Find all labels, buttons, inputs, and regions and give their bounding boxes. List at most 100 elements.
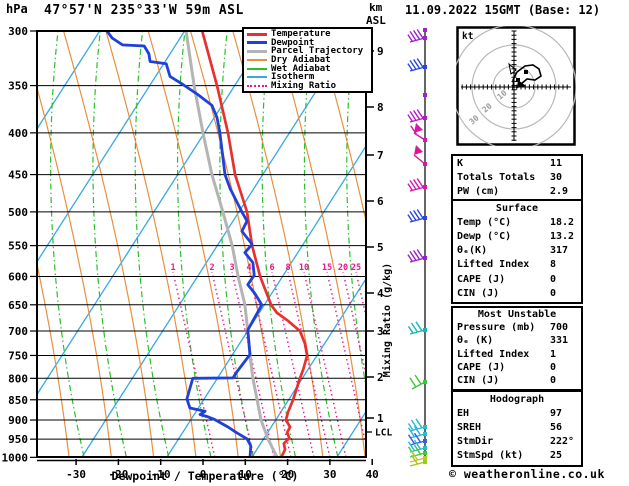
altitude-unit-label: km xyxy=(369,1,383,14)
temp-tick-label: 40 xyxy=(366,468,379,481)
km-tick-label: 7 xyxy=(377,149,384,162)
stat-value: 331 xyxy=(550,335,569,347)
legend-item: Dewpoint xyxy=(247,37,371,48)
pressure-tick-label: 900 xyxy=(8,414,28,427)
legend-item-label: Dry Adiabat xyxy=(271,55,331,66)
legend-item-label: Wet Adiabat xyxy=(271,63,331,74)
credit-link[interactable]: © weatheronline.co.uk xyxy=(449,467,605,481)
stat-label: θₑ(K) xyxy=(457,245,488,257)
wind-barb xyxy=(423,93,427,97)
pressure-tick-label: 1000 xyxy=(2,451,29,464)
stat-value: 30 xyxy=(550,171,563,183)
stat-row: CIN (J) 0 xyxy=(453,374,581,387)
dry-adiabat-line xyxy=(63,31,155,457)
temp-tick-label: -20 xyxy=(108,468,128,481)
stats-table: Most Unstable Pressure (mb) 700 θₑ (K) 331 Li… xyxy=(451,306,583,391)
dry-adiabat-line xyxy=(147,31,239,457)
wind-barb xyxy=(407,58,427,72)
mixing-ratio-line xyxy=(287,271,331,457)
km-tick-label: 5 xyxy=(377,241,384,254)
mixing-ratio-value: 1 xyxy=(170,263,175,273)
stat-label: PW (cm) xyxy=(457,185,500,197)
legend-item-label: Dewpoint xyxy=(271,37,315,48)
stat-row: EH 97 xyxy=(453,406,581,420)
legend-line-sample xyxy=(247,32,267,36)
isotherm-line xyxy=(37,31,101,131)
dry-adiabat-line xyxy=(189,31,282,457)
mixing-ratio-value: 8 xyxy=(285,263,290,273)
wind-barb xyxy=(407,209,427,223)
mixing-ratio-line xyxy=(231,271,275,457)
stat-label: CIN (J) xyxy=(457,375,500,387)
legend-item-label: Mixing Ratio xyxy=(271,80,337,91)
km-tick-label: 1 xyxy=(377,412,384,425)
stat-label: Pressure (mb) xyxy=(457,322,536,334)
stat-value: 97 xyxy=(550,407,563,419)
mixing-ratio-line xyxy=(355,271,366,320)
mixing-axis-label: Mixing Ratio (g/kg) xyxy=(381,263,393,377)
wind-barb xyxy=(409,374,427,390)
stat-value: 18.2 xyxy=(550,216,575,228)
stat-value: 2.9 xyxy=(550,185,569,197)
wet-adiabat-line xyxy=(346,31,366,391)
mixing-ratio-line xyxy=(342,271,366,377)
legend-item-label: Temperature xyxy=(271,29,331,40)
dewpoint-curve xyxy=(105,31,264,457)
wind-barb xyxy=(407,432,427,446)
asl-label: ASL xyxy=(366,14,386,27)
stat-label: Totals Totals xyxy=(457,171,536,183)
lcl-label: LCL xyxy=(375,428,392,439)
stat-value: 0 xyxy=(550,361,557,373)
stat-label: Lifted Index xyxy=(457,348,530,360)
mixing-ratio-value: 2 xyxy=(209,263,214,273)
pressure-tick-label: 450 xyxy=(8,169,28,182)
stat-row: PW (cm) 2.9 xyxy=(453,184,581,198)
dry-adiabat-line xyxy=(359,31,366,56)
stats-table: Surface Temp (°C) 18.2 Dewp (°C) 13.2 θₑ(K) 31… xyxy=(451,199,583,304)
stats-table: Hodograph EH 97 SREH 56 StmDir 222° StmSpd (kt)… xyxy=(451,390,583,467)
stat-row: StmDir 222° xyxy=(453,435,581,449)
stat-label: StmDir xyxy=(457,436,494,448)
pressure-tick-label: 600 xyxy=(8,270,28,283)
mixing-ratio-value: 25 xyxy=(351,263,361,273)
hodograph-unit-label: kt xyxy=(462,31,473,42)
stat-label: CIN (J) xyxy=(457,287,500,299)
wind-barb xyxy=(423,28,427,32)
stat-row: Lifted Index 8 xyxy=(453,258,581,272)
pressure-tick-label: 400 xyxy=(8,127,28,140)
km-tick-label: 4 xyxy=(377,287,384,300)
legend-item: Wet Adiabat xyxy=(247,63,371,74)
stat-label: Dewp (°C) xyxy=(457,230,512,242)
legend: Temperature Dewpoint Parcel Trajectory Dry … xyxy=(242,27,373,94)
wind-barb xyxy=(407,178,427,192)
stat-value: 0 xyxy=(550,287,557,299)
mixing-ratio-value: 10 xyxy=(299,263,309,273)
stat-row: CAPE (J) 0 xyxy=(453,361,581,374)
stat-value: 700 xyxy=(550,322,569,334)
wind-barb xyxy=(410,123,427,142)
legend-line-sample xyxy=(247,76,267,79)
pressure-tick-label: 750 xyxy=(8,349,28,362)
wet-adiabat-line xyxy=(176,31,212,457)
stat-row: θₑ (K) 331 xyxy=(453,334,581,347)
run-datetime: 11.09.2022 15GMT (Base: 12) xyxy=(405,3,601,17)
stat-label: CAPE (J) xyxy=(457,273,506,285)
wet-adiabat-line xyxy=(50,31,85,457)
isotherm-line xyxy=(166,144,366,457)
isotherm-line xyxy=(37,31,271,396)
wet-adiabat-line xyxy=(219,31,254,457)
pressure-tick-label: 500 xyxy=(8,206,28,219)
isotherm-line xyxy=(81,31,356,457)
km-tick-label: 3 xyxy=(377,325,384,338)
hodograph-trace xyxy=(512,64,542,89)
wind-barb xyxy=(407,321,427,335)
stats-table-header: Hodograph xyxy=(489,393,545,405)
pressure-tick-label: 850 xyxy=(8,394,28,407)
pressure-tick-label: 300 xyxy=(8,25,28,38)
temp-tick-label: -30 xyxy=(66,468,86,481)
wind-barb xyxy=(407,109,427,123)
stat-label: CAPE (J) xyxy=(457,361,506,373)
km-tick-label: 8 xyxy=(377,101,384,114)
mixing-ratio-line xyxy=(211,271,255,457)
dry-adiabat-line xyxy=(232,31,324,457)
